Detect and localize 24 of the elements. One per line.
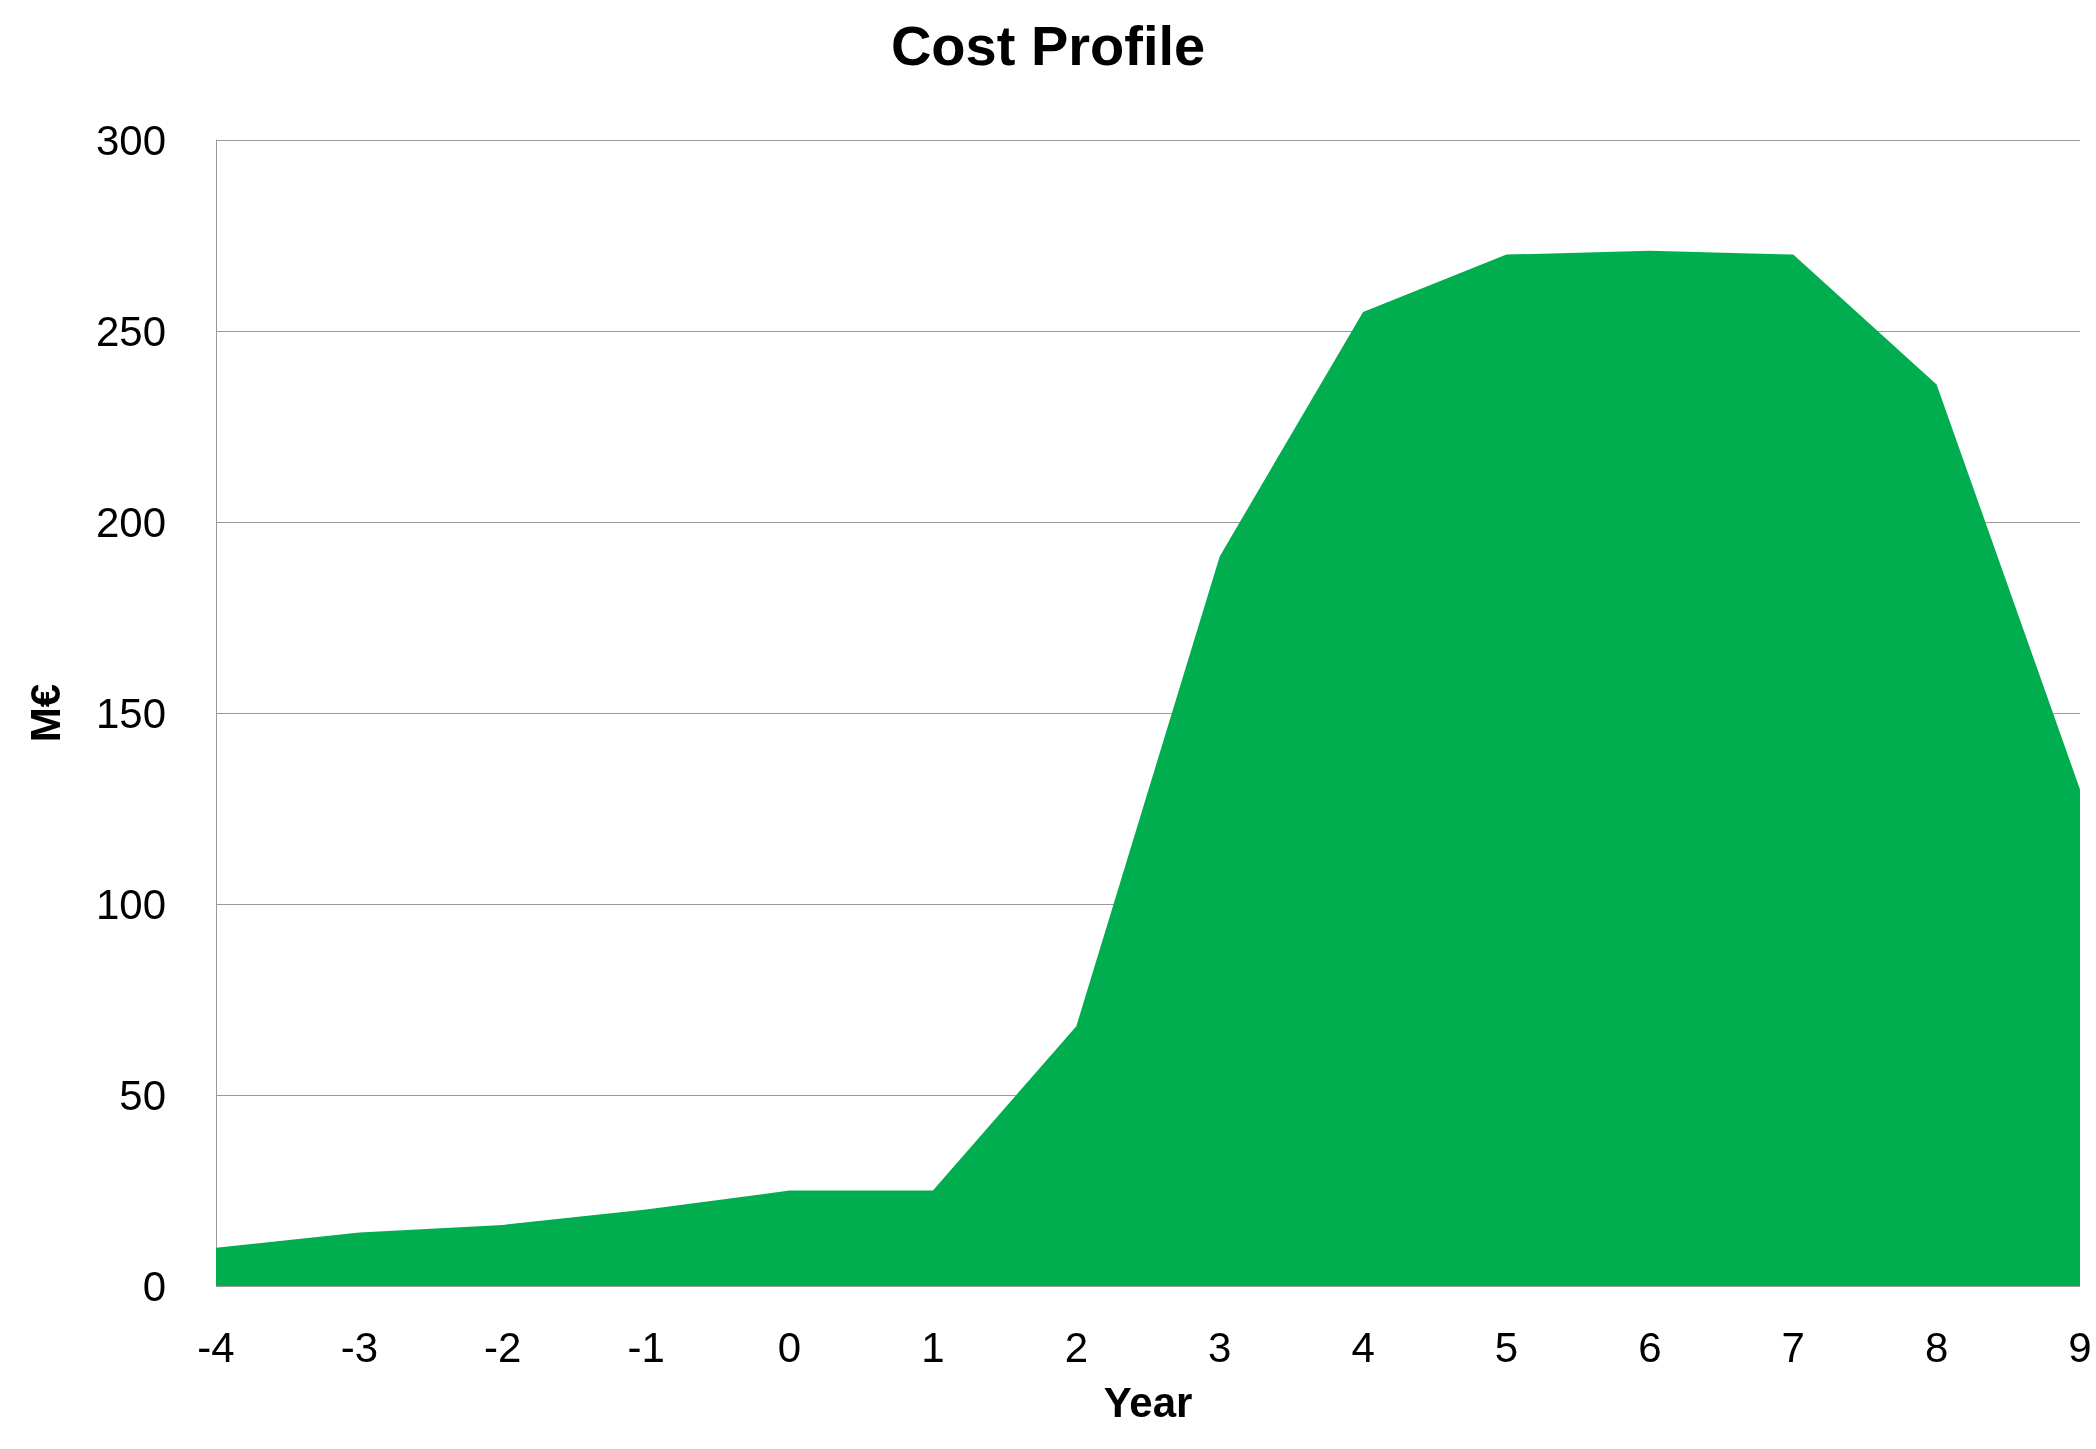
y-tick-label: 100 xyxy=(95,880,166,928)
x-axis-title: Year xyxy=(1103,1378,1193,1426)
x-tick-label: 9 xyxy=(2068,1323,2092,1371)
x-tick-label: 7 xyxy=(1781,1323,1805,1371)
y-axis-title: M€ xyxy=(21,683,69,743)
x-tick-label: -3 xyxy=(340,1323,379,1371)
y-tick-label: 0 xyxy=(142,1262,166,1310)
x-tick-label: 6 xyxy=(1638,1323,1662,1371)
x-tick-label: 8 xyxy=(1924,1323,1949,1371)
x-tick-label: 2 xyxy=(1064,1323,1088,1371)
x-tick-label: 1 xyxy=(921,1323,945,1371)
y-tick-label: 150 xyxy=(95,689,166,737)
x-tick-label: -1 xyxy=(627,1323,665,1371)
x-tick-label: 0 xyxy=(777,1323,802,1371)
x-tick-label: -2 xyxy=(484,1323,522,1371)
x-tick-label: -4 xyxy=(197,1323,235,1371)
x-tick-label: 5 xyxy=(1494,1323,1519,1371)
y-tick-label: 200 xyxy=(95,498,166,546)
y-tick-label: 250 xyxy=(95,307,166,355)
y-tick-label: 300 xyxy=(95,116,166,164)
x-tick-label: 3 xyxy=(1208,1323,1232,1371)
y-tick-label: 50 xyxy=(119,1071,166,1119)
chart-title: Cost Profile xyxy=(890,13,1206,77)
x-tick-label: 4 xyxy=(1351,1323,1375,1371)
